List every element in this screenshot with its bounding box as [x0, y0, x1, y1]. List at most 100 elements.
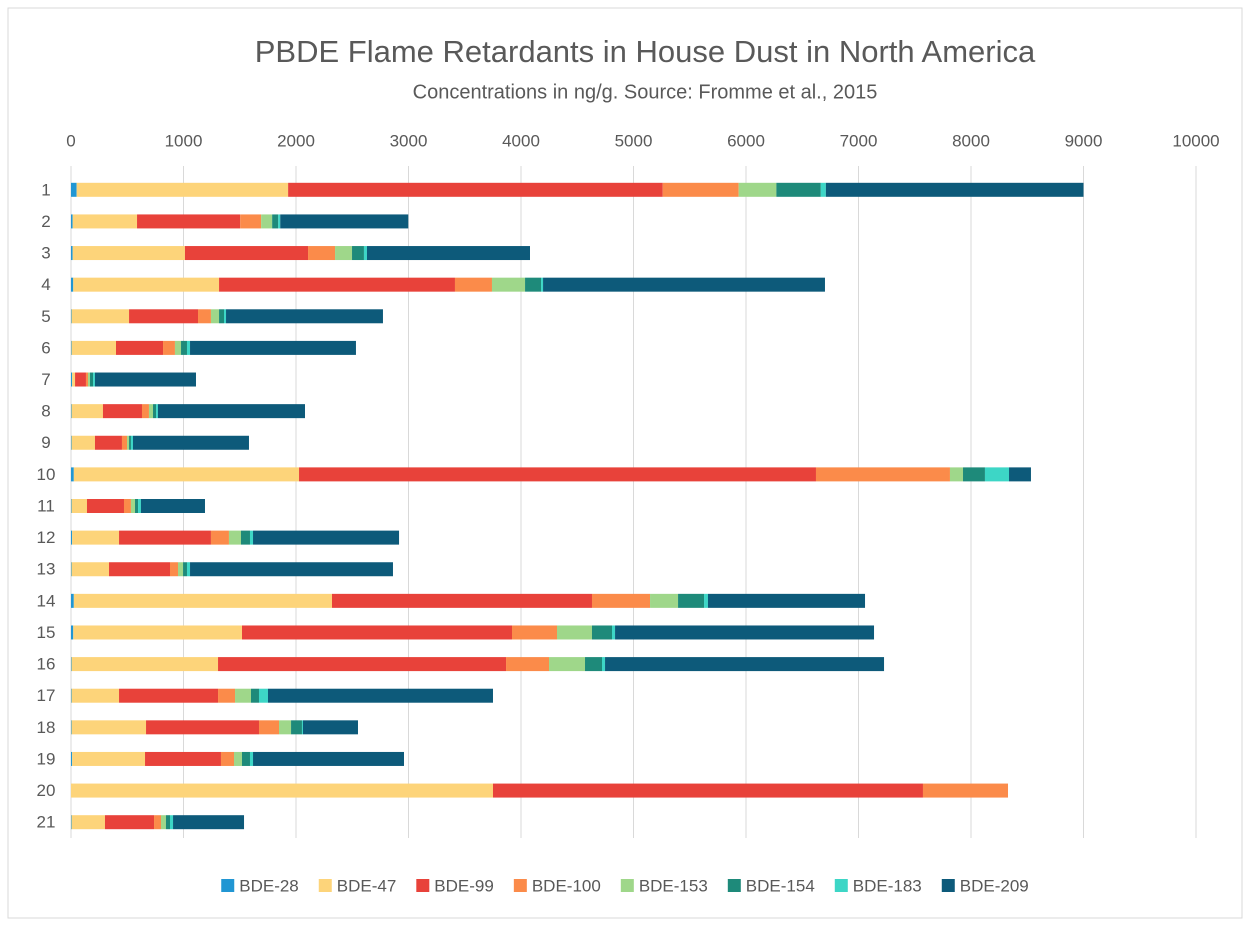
bar-segment [585, 657, 602, 672]
bar-segment [71, 309, 72, 324]
y-tick-label: 6 [41, 338, 50, 357]
bar-segment [251, 688, 259, 703]
bar-segment [190, 562, 393, 577]
bar-segment [591, 593, 651, 608]
bar-segment [258, 720, 280, 735]
bar-segment [228, 530, 241, 545]
bar-segment [226, 309, 383, 324]
bar-segment [492, 783, 923, 798]
bar-segment [738, 182, 777, 197]
y-tick-label: 11 [37, 496, 55, 515]
bar-segment [71, 562, 110, 577]
bar-segment [301, 720, 303, 735]
bar-segment [93, 372, 95, 387]
bar-segment [279, 720, 292, 735]
bar-segment [71, 625, 74, 640]
bar-segment [138, 499, 141, 513]
bar-segment [130, 435, 133, 450]
bar-segment [242, 751, 250, 766]
bar-segment [137, 214, 241, 229]
bar-segment [922, 783, 1009, 798]
bar-segment [650, 593, 679, 608]
bar-segment [90, 372, 94, 387]
bar-segment [224, 309, 227, 324]
bar-segment [71, 688, 120, 703]
bar-segment [1009, 467, 1031, 482]
legend-label: BDE-153 [639, 876, 708, 895]
bar-segment [71, 815, 105, 830]
x-tick-label: 4000 [502, 131, 540, 150]
bar-segment [249, 751, 254, 766]
bar-segment [85, 372, 88, 387]
chart-subtitle: Concentrations in ng/g. Source: Fromme e… [413, 81, 878, 103]
y-tick-label: 10 [37, 465, 56, 484]
bar-segment [506, 657, 550, 672]
bar-segment [261, 214, 273, 229]
y-tick-label: 9 [41, 433, 50, 452]
bar-segment [181, 340, 187, 355]
bar-segment [148, 404, 154, 419]
bar-segment [174, 340, 182, 355]
bar-segment [71, 277, 74, 292]
bar-segment [557, 625, 592, 640]
bar-segment [71, 815, 72, 830]
legend-label: BDE-100 [532, 876, 601, 895]
bar-segment [71, 720, 147, 735]
bar-segment [186, 562, 191, 577]
bar-segment [258, 688, 268, 703]
bar-segment [71, 404, 72, 419]
chart-border [7, 7, 1243, 919]
bar-segment [71, 340, 116, 355]
bar-segment [157, 404, 305, 419]
legend-swatch [221, 879, 235, 892]
bar-segment [119, 688, 219, 703]
bar-segment [240, 214, 262, 229]
bar-segment [240, 530, 250, 545]
bar-segment [94, 435, 122, 450]
bar-segment [71, 435, 72, 450]
legend-swatch [416, 879, 430, 892]
legend-swatch [941, 879, 955, 892]
y-tick-label: 13 [37, 560, 56, 579]
bar-segment [145, 751, 221, 766]
bar-segment [549, 657, 586, 672]
bar-segment [615, 625, 875, 640]
bar-segment [291, 720, 302, 735]
bar-segment [141, 404, 149, 419]
bar-segment [352, 246, 364, 261]
bar-segment [218, 688, 236, 703]
bar-segment [71, 340, 72, 355]
bar-segment [165, 815, 170, 830]
bar-segment [210, 309, 220, 324]
bar-segment [71, 783, 493, 798]
bar-segment [963, 467, 985, 482]
bar-segment [71, 309, 130, 324]
bar-segment [129, 309, 199, 324]
bar-segment [220, 751, 235, 766]
bar-segment [109, 562, 170, 577]
legend-label: BDE-99 [434, 876, 494, 895]
bar-segment [71, 751, 73, 766]
bar-segment [253, 751, 404, 766]
y-tick-label: 19 [37, 749, 56, 768]
y-tick-label: 2 [41, 212, 50, 231]
bar-segment [73, 277, 220, 292]
bar-segment [605, 657, 885, 672]
bar-segment [272, 214, 279, 229]
bar-segment [71, 467, 74, 482]
bar-segment [132, 435, 249, 450]
bar-segment [94, 372, 196, 387]
bar-segment [71, 499, 87, 513]
bar-segment [591, 625, 613, 640]
bar-segment [825, 182, 1084, 197]
legend-label: BDE-154 [746, 876, 815, 895]
bar-segment [71, 562, 72, 577]
bar-segment [363, 246, 367, 261]
bar-segment [173, 815, 245, 830]
bar-segment [153, 404, 157, 419]
bar-segment [72, 214, 138, 229]
bar-segment [119, 530, 211, 545]
bar-segment [71, 657, 72, 672]
bar-segment [87, 372, 91, 387]
